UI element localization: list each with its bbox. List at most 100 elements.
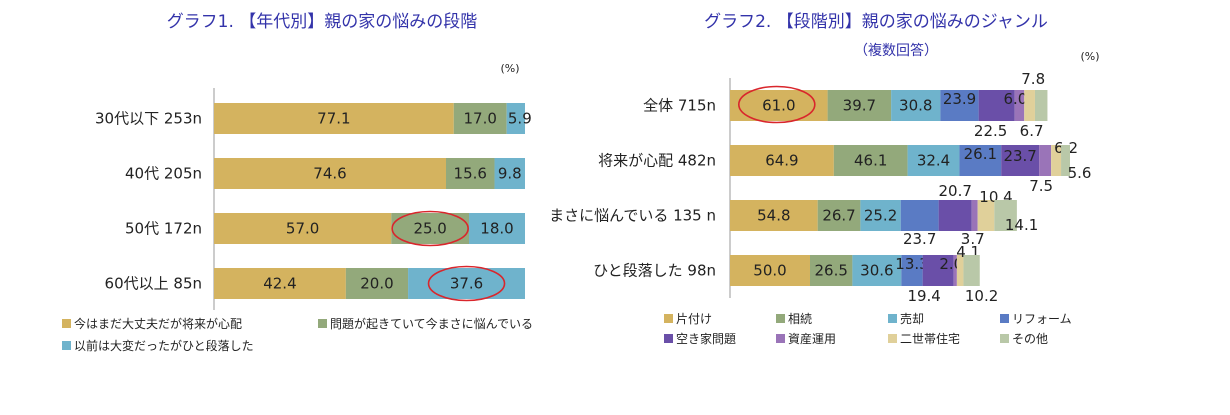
chart2-bar-segment bbox=[891, 90, 941, 121]
chart1-bar-segment bbox=[408, 268, 525, 299]
chart1-value-label: 77.1 bbox=[317, 110, 350, 128]
chart2-value-label: 50.0 bbox=[753, 262, 786, 280]
chart2-unit: (%) bbox=[1080, 50, 1099, 63]
chart2-bar-segment bbox=[810, 255, 853, 286]
chart2-category-label: 将来が心配 482n bbox=[598, 152, 716, 170]
chart2-bar-segment bbox=[963, 255, 980, 286]
chart1-category-label: 50代 172n bbox=[125, 220, 202, 238]
chart2-category-label: ひと段落した 98n bbox=[593, 262, 716, 280]
chart2-bar-segment bbox=[922, 255, 954, 286]
chart2-legend-swatch bbox=[664, 334, 673, 343]
chart2-value-label: 22.5 bbox=[974, 122, 1007, 140]
chart1-bar-segment bbox=[214, 268, 346, 299]
chart2-bar-segment bbox=[827, 90, 892, 121]
chart2-value-label: 26.7 bbox=[822, 207, 855, 225]
chart2-bar-segment bbox=[940, 90, 979, 121]
chart2-plot: 全体 715n 61.0 39.7 30.8 23.9 22.5 6.0 6.7 7.8 将来が心… bbox=[549, 70, 1091, 305]
chart2-bar-segment bbox=[900, 200, 939, 231]
chart1-legend: 今はまだ大丈夫だが将来が心配 問題が起きていて今まさに悩んでいる以前は大変だったが… bbox=[62, 316, 533, 353]
chart2-value-label: 64.9 bbox=[765, 152, 798, 170]
chart2-legend-label: 空き家問題 bbox=[676, 331, 736, 346]
chart2-bar-segment bbox=[1061, 145, 1070, 176]
chart1-value-label: 25.0 bbox=[413, 220, 446, 238]
chart1-bar-segment bbox=[469, 213, 525, 244]
chart2-legend-label: 売却 bbox=[900, 311, 924, 326]
chart1-legend-label: 以前は大変だったがひと段落した bbox=[74, 338, 254, 353]
chart2-value-label: 23.7 bbox=[1003, 147, 1036, 165]
chart2-legend-swatch bbox=[776, 334, 785, 343]
chart1-highlight-circle bbox=[427, 265, 506, 302]
chart2-legend-label: 資産運用 bbox=[788, 331, 836, 346]
chart1-category-label: 40代 205n bbox=[125, 165, 202, 183]
chart2-bar-segment bbox=[833, 145, 908, 176]
chart1-value-label: 9.8 bbox=[498, 165, 522, 183]
chart1-bar-segment bbox=[345, 268, 409, 299]
chart2-bar-segment bbox=[938, 200, 972, 231]
chart1-bar-segment bbox=[214, 103, 454, 134]
chart2-legend-swatch bbox=[1000, 314, 1009, 323]
chart1-legend-swatch bbox=[62, 319, 71, 328]
chart2-bar-segment bbox=[1024, 90, 1035, 121]
chart2-bar-segment bbox=[817, 200, 861, 231]
chart1-value-label: 17.0 bbox=[464, 110, 497, 128]
chart2-value-label: 39.7 bbox=[843, 97, 876, 115]
chart2-legend-swatch bbox=[888, 314, 897, 323]
chart1-highlight-circle bbox=[391, 210, 469, 247]
chart2-legend-swatch bbox=[776, 314, 785, 323]
chart2-legend-swatch bbox=[1000, 334, 1009, 343]
chart2-value-label: 23.9 bbox=[943, 90, 976, 108]
chart1-value-label: 5.9 bbox=[508, 110, 532, 128]
chart1-category-label: 30代以下 253n bbox=[95, 110, 202, 128]
chart1-bar-segment bbox=[506, 103, 525, 134]
chart2-bar-segment bbox=[901, 255, 923, 286]
chart2-value-label: 23.7 bbox=[903, 230, 936, 248]
chart2-value-label: 30.6 bbox=[860, 262, 893, 280]
chart2-value-label: 5.6 bbox=[1068, 164, 1092, 182]
chart2-bar-segment bbox=[907, 145, 960, 176]
chart2-legend-label: 相続 bbox=[788, 312, 812, 326]
chart2-highlight-circle bbox=[737, 85, 816, 124]
chart2-value-label: 32.4 bbox=[917, 152, 950, 170]
chart1-bar-segment bbox=[446, 158, 495, 189]
chart2-value-label: 61.0 bbox=[762, 97, 795, 115]
chart1-value-label: 18.0 bbox=[480, 220, 513, 238]
chart1-legend-swatch bbox=[62, 341, 71, 350]
chart1-legend-label: 今はまだ大丈夫だが将来が心配 bbox=[74, 316, 242, 331]
chart1-bar-segment bbox=[453, 103, 507, 134]
chart1-value-label: 42.4 bbox=[263, 275, 296, 293]
chart2-value-label: 26.1 bbox=[964, 145, 997, 163]
chart2-legend-label: リフォーム bbox=[1012, 312, 1072, 326]
chart1-category-label: 60代以上 85n bbox=[105, 275, 202, 293]
chart2-value-label: 3.7 bbox=[961, 230, 985, 248]
chart2-bar-segment bbox=[860, 200, 901, 231]
chart1-bar-segment bbox=[494, 158, 525, 189]
chart2-value-label: 54.8 bbox=[757, 207, 790, 225]
chart2-legend-label: 片付け bbox=[676, 312, 712, 326]
chart2-bar-segment bbox=[852, 255, 902, 286]
chart2-bar-segment bbox=[959, 145, 1002, 176]
chart2-value-label: 14.1 bbox=[1005, 216, 1038, 234]
chart2-bar-segment bbox=[978, 90, 1015, 121]
chart2-bar-segment bbox=[953, 255, 957, 286]
chart2-bar-segment bbox=[1039, 145, 1052, 176]
chart2-subtitle: （複数回答） bbox=[854, 42, 938, 59]
chart2-bar-segment bbox=[730, 255, 810, 286]
chart2-legend-swatch bbox=[664, 314, 673, 323]
chart2-bar-segment bbox=[1051, 145, 1062, 176]
chart2-bar-segment bbox=[1001, 145, 1040, 176]
chart2-bar-segment bbox=[956, 255, 964, 286]
chart1-value-label: 15.6 bbox=[454, 165, 487, 183]
chart2-legend-label: 二世帯住宅 bbox=[900, 331, 960, 346]
chart2-value-label: 19.4 bbox=[907, 287, 940, 305]
chart1-unit: (%) bbox=[500, 62, 519, 75]
chart2-value-label: 10.2 bbox=[965, 287, 998, 305]
chart1-legend-swatch bbox=[318, 319, 327, 328]
chart2-bar-segment bbox=[971, 200, 978, 231]
chart2-value-label: 26.5 bbox=[814, 262, 847, 280]
chart2-value-label: 7.5 bbox=[1029, 177, 1053, 195]
chart2-category-label: まさに悩んでいる 135 n bbox=[549, 207, 716, 225]
chart2-bar-segment bbox=[1014, 90, 1025, 121]
chart1-value-label: 20.0 bbox=[360, 275, 393, 293]
chart2-title: グラフ2. 【段階別】親の家の悩みのジャンル bbox=[704, 12, 1048, 32]
